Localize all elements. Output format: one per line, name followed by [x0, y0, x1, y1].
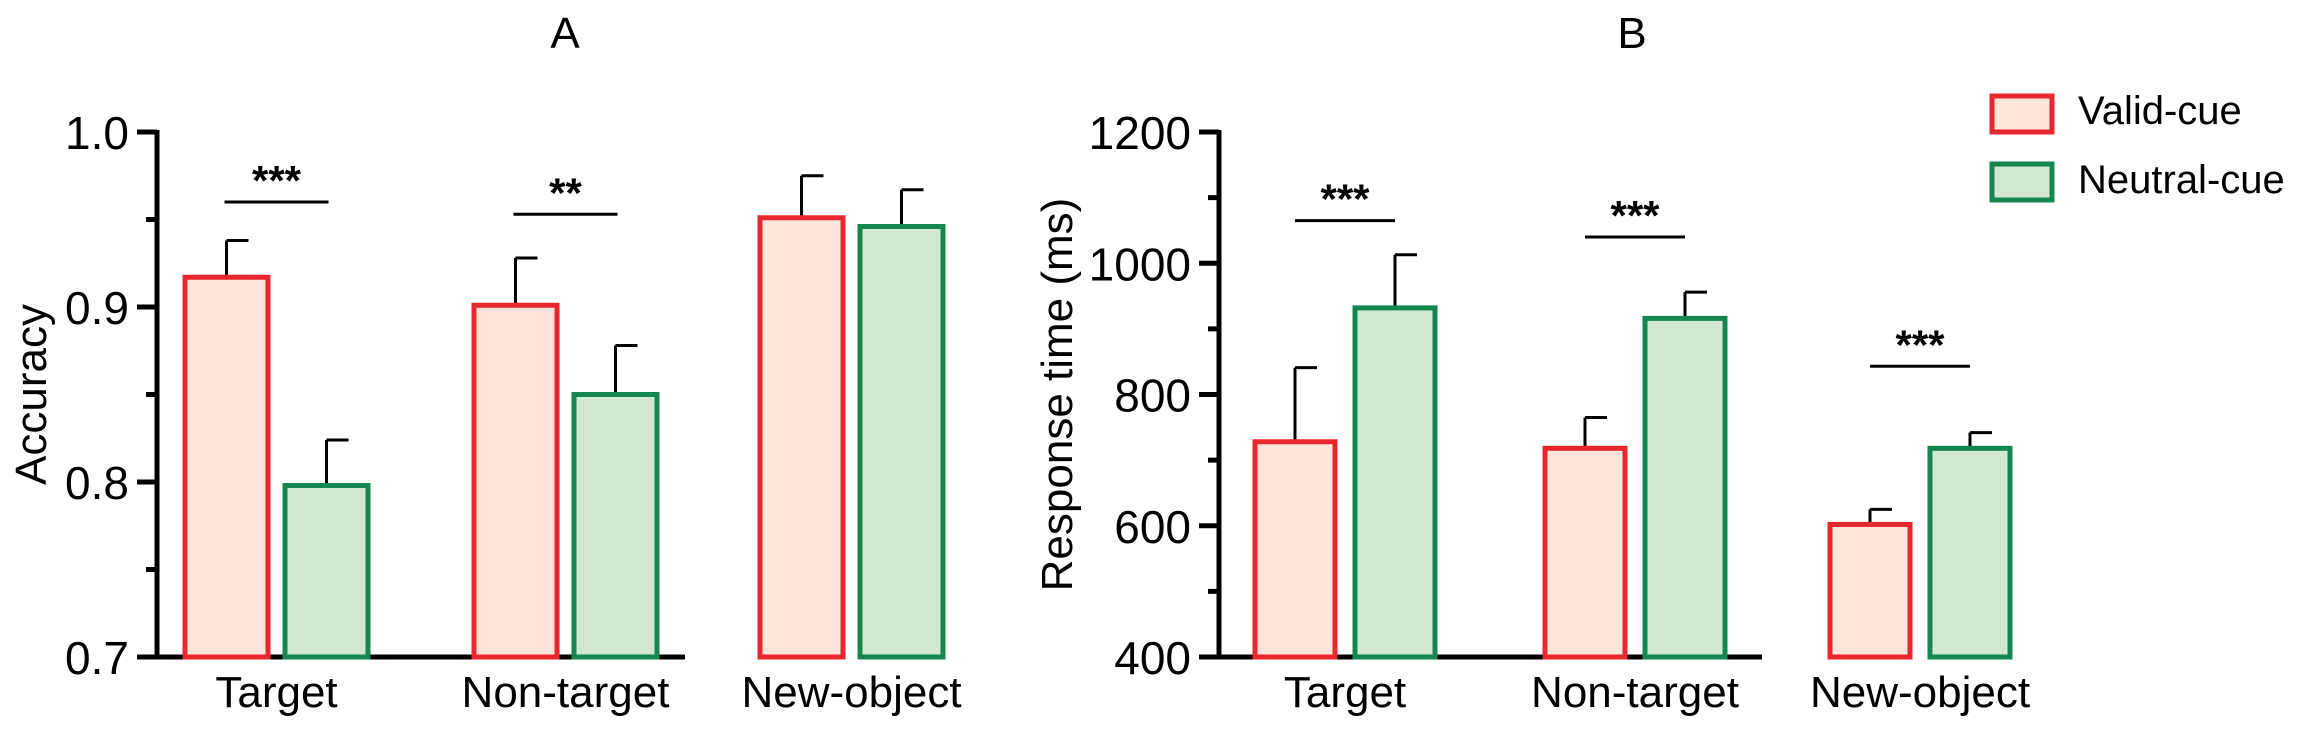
y-axis-label: Response time (ms) [1033, 198, 1082, 592]
x-tick-label: Target [1284, 668, 1406, 717]
y-tick-label: 0.7 [65, 632, 129, 684]
significance-label: *** [1895, 321, 1945, 368]
bar-neutral-cue [1352, 305, 1438, 660]
y-tick-label: 0.9 [65, 282, 129, 334]
bar-valid-cue [1827, 521, 1913, 660]
legend-label-valid-cue: Valid-cue [2078, 89, 2242, 133]
bar-valid-cue [1252, 439, 1338, 660]
y-tick-label: 1.0 [65, 107, 129, 159]
bar-neutral-cue [857, 224, 946, 660]
legend: Valid-cue Neutral-cue [1989, 89, 2285, 203]
bar-neutral-cue [1642, 315, 1728, 660]
bar-neutral-cue [571, 392, 660, 660]
bar-valid-cue [182, 274, 271, 660]
y-tick-label: 1000 [1089, 238, 1191, 290]
legend-swatch-neutral-cue [1989, 161, 2055, 203]
y-tick-label: 800 [1114, 370, 1191, 422]
x-tick-label: New-object [1810, 668, 2030, 717]
bar-valid-cue [1542, 445, 1628, 660]
x-tick-label: Target [215, 668, 337, 717]
x-tick-label: Non-target [1531, 668, 1739, 717]
y-tick-label: 0.8 [65, 457, 129, 509]
significance-label: *** [1320, 176, 1370, 223]
panel-a: A 0.7 0.8 0.9 1.0 Accuracy Target Non-target New… [7, 9, 962, 717]
y-tick-label: 600 [1114, 501, 1191, 553]
y-tick-label: 400 [1114, 632, 1191, 684]
legend-swatch-valid-cue [1989, 93, 2055, 135]
y-tick-label: 1200 [1089, 107, 1191, 159]
significance-label: ** [549, 169, 582, 216]
panel-title: A [550, 9, 580, 58]
bar-valid-cue [471, 302, 560, 660]
significance-label: *** [252, 157, 302, 204]
bar-neutral-cue [282, 483, 371, 660]
significance-label: *** [1610, 192, 1660, 239]
x-tick-label: New-object [741, 668, 961, 717]
bar-valid-cue [757, 215, 846, 660]
x-tick-label: Non-target [462, 668, 670, 717]
bar-neutral-cue [1927, 445, 2013, 660]
legend-label-neutral-cue: Neutral-cue [2078, 158, 2285, 202]
panel-title: B [1617, 9, 1646, 58]
y-axis-label: Accuracy [7, 304, 56, 485]
